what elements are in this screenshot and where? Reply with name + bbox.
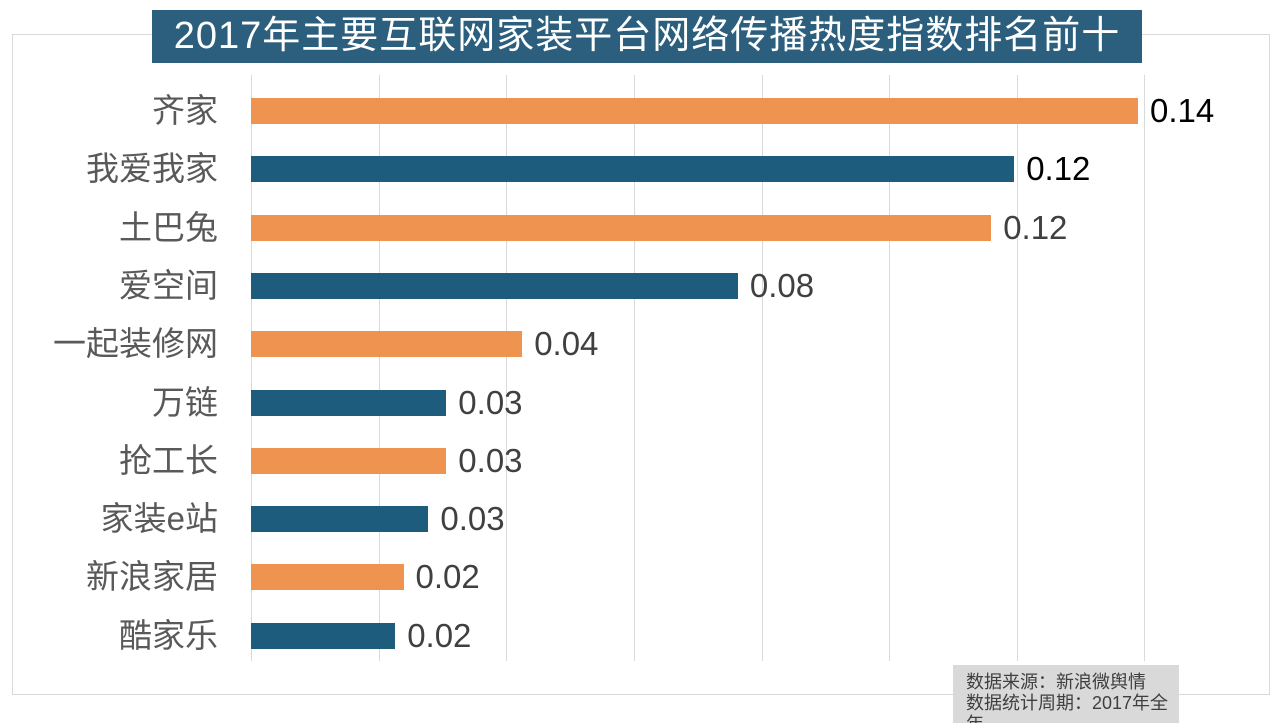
plot-border	[12, 34, 1270, 695]
bar	[251, 564, 404, 591]
x-gridline	[378, 75, 380, 661]
category-label: 抢工长	[119, 441, 218, 479]
data-source-period-line: 数据统计周期：2017年全年	[966, 693, 1169, 723]
data-source-box: 数据来源：新浪微舆情 数据统计周期：2017年全年	[953, 665, 1179, 723]
value-label: 0.08	[749, 266, 815, 304]
value-label: 0.04	[534, 325, 599, 363]
value-label: 0.03	[458, 383, 523, 421]
bar	[251, 272, 738, 299]
value-label: 0.14	[1150, 92, 1215, 129]
x-gridline	[761, 75, 763, 661]
value-label: 0.02	[407, 616, 472, 654]
value-label: 0.12	[1026, 150, 1091, 188]
y-axis-line	[251, 75, 252, 661]
x-gridline	[506, 75, 508, 661]
bar	[251, 389, 447, 416]
x-gridline	[1144, 75, 1146, 661]
chart-title: 2017年主要互联网家装平台网络传播热度指数排名前十	[152, 10, 1142, 63]
category-label: 万链	[152, 383, 218, 421]
x-gridline	[633, 75, 635, 661]
category-label: 新浪家居	[86, 558, 218, 596]
bar	[251, 214, 992, 241]
bar	[251, 98, 1138, 124]
x-gridline	[1016, 75, 1018, 661]
value-label: 0.02	[415, 558, 480, 596]
category-label: 一起装修网	[53, 325, 218, 363]
bar	[251, 506, 429, 533]
bar	[251, 622, 396, 649]
bar	[251, 331, 523, 358]
bar	[251, 156, 1015, 183]
category-label: 爱空间	[119, 266, 218, 304]
category-label: 土巴兔	[119, 208, 218, 246]
x-gridline	[889, 75, 891, 661]
value-label: 0.03	[440, 500, 505, 538]
value-label: 0.12	[1003, 208, 1068, 246]
category-label: 家装e站	[100, 500, 218, 538]
category-label: 齐家	[152, 92, 218, 129]
value-label: 0.03	[458, 441, 523, 479]
bar	[251, 447, 447, 474]
category-label: 我爱我家	[86, 150, 218, 188]
data-source-line: 数据来源：新浪微舆情	[966, 672, 1146, 692]
category-label: 酷家乐	[119, 616, 218, 654]
